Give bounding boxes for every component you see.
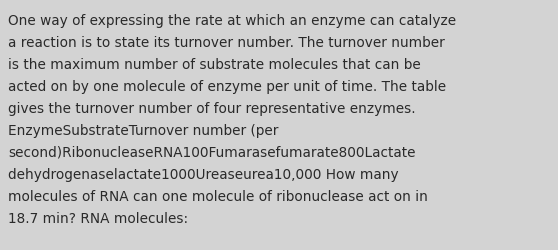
Text: One way of expressing the rate at which an enzyme can catalyze: One way of expressing the rate at which … bbox=[8, 14, 456, 28]
Text: a reaction is to state its turnover number. The turnover number: a reaction is to state its turnover numb… bbox=[8, 36, 445, 50]
Text: 18.7 min? RNA molecules:: 18.7 min? RNA molecules: bbox=[8, 211, 188, 225]
Text: EnzymeSubstrateTurnover number (per: EnzymeSubstrateTurnover number (per bbox=[8, 124, 278, 138]
Text: molecules of RNA can one molecule of ribonuclease act on in: molecules of RNA can one molecule of rib… bbox=[8, 189, 428, 203]
Text: is the maximum number of substrate molecules that can be: is the maximum number of substrate molec… bbox=[8, 58, 421, 72]
Text: acted on by one molecule of enzyme per unit of time. The table: acted on by one molecule of enzyme per u… bbox=[8, 80, 446, 94]
Text: dehydrogenaselactate1000Ureaseurea10,000 How many: dehydrogenaselactate1000Ureaseurea10,000… bbox=[8, 167, 398, 181]
Text: gives the turnover number of four representative enzymes.: gives the turnover number of four repres… bbox=[8, 102, 416, 116]
Text: second)RibonucleaseRNA100Fumarasefumarate800Lactate: second)RibonucleaseRNA100Fumarasefumarat… bbox=[8, 146, 416, 159]
